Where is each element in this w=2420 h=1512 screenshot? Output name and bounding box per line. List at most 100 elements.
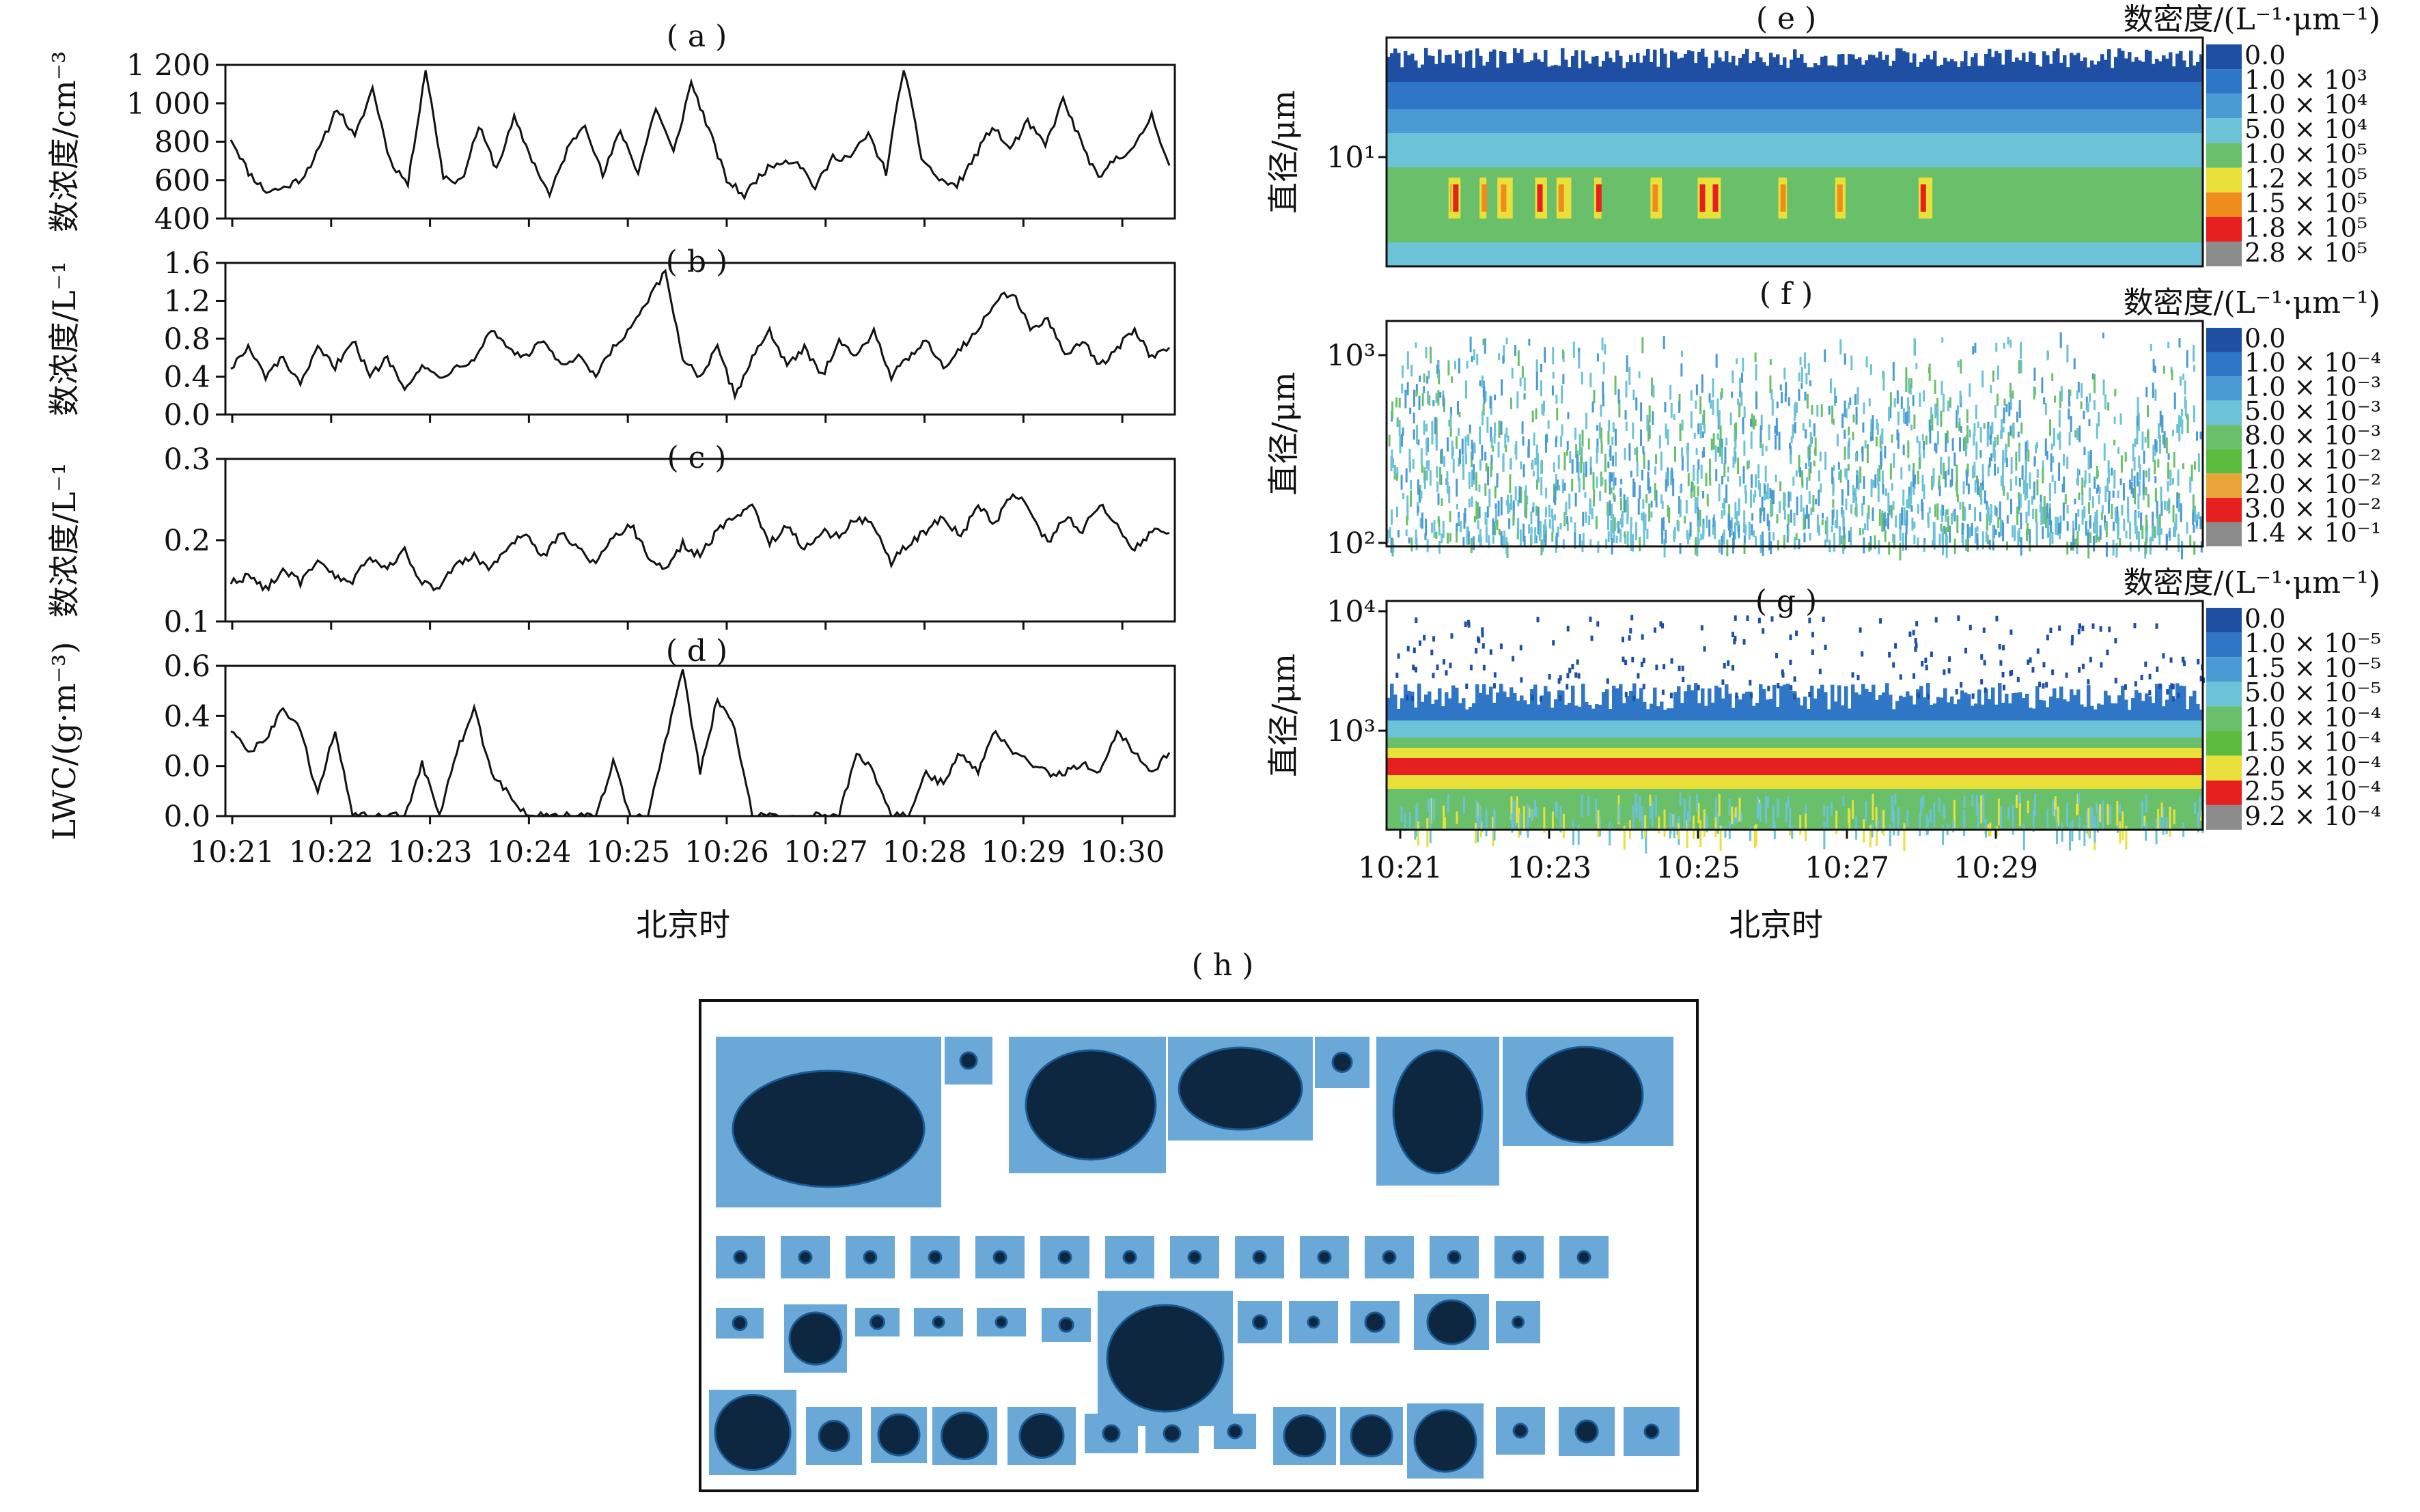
heat-cell (1479, 758, 1483, 775)
heat-cell (1439, 392, 1442, 398)
heat-cell (2116, 506, 2119, 524)
heat-cell (1557, 242, 1561, 266)
heat-cell (1485, 463, 1488, 472)
heat-cell (1578, 109, 1582, 133)
heat-cell (1769, 359, 1772, 365)
heat-cell (1994, 505, 1997, 516)
heat-cell (1820, 133, 1824, 167)
heat-cell (1776, 707, 1780, 720)
heat-cell (2040, 501, 2042, 511)
heat-cell (2129, 521, 2132, 540)
heat-cell (1646, 48, 1650, 82)
heat-cell (1602, 738, 1606, 748)
heat-cell (1523, 242, 1527, 266)
heat-cell (1410, 109, 1415, 133)
heat-cell (1872, 415, 1874, 431)
heat-cell (2049, 167, 2053, 242)
heat-cell (1407, 748, 1411, 758)
heat-cell (1964, 789, 1968, 830)
heat-cell (2097, 61, 2101, 82)
heat-cell (2018, 400, 2021, 419)
heat-cell (1697, 748, 1701, 758)
heat-cell (1496, 738, 1500, 748)
heat-cell (2189, 82, 2193, 109)
heat-cell (1461, 438, 1464, 455)
heat-cell (1933, 758, 1937, 775)
heat-cell (1967, 109, 1971, 133)
heat-cell (2081, 492, 2084, 505)
heat-cell (1854, 692, 1859, 720)
heat-cell (1544, 534, 1547, 546)
heat-cell (1585, 701, 1589, 720)
heat-cell (1834, 758, 1838, 775)
heat-cell (1527, 61, 1531, 82)
heat-cell (1479, 748, 1483, 758)
heat-cell (1611, 520, 1613, 531)
heat-cell (1776, 109, 1780, 133)
heat-cell (1677, 133, 1681, 167)
heat-cell (1844, 748, 1848, 758)
heat-cell (2032, 748, 2036, 758)
heat-cell (1892, 361, 1895, 381)
heat-cell (1793, 242, 1797, 266)
heat-cell (1482, 82, 1486, 109)
heat-cell (1494, 394, 1497, 401)
heat-cell (1793, 758, 1797, 775)
heat-cell (1448, 720, 1452, 738)
heat-cell (2094, 789, 2098, 830)
heat-cell (1643, 55, 1647, 82)
heat-cell (2035, 133, 2040, 167)
heat-cell (1851, 684, 1855, 720)
heat-cell (1967, 66, 1971, 82)
heat-cell (2049, 696, 2053, 720)
heat-cell (1532, 470, 1535, 477)
heat-cell (1796, 697, 1800, 720)
heat-cell (1523, 82, 1527, 109)
heat-cell (1945, 535, 1948, 544)
heat-cell (2186, 350, 2188, 368)
heat-cell (1482, 338, 1485, 345)
heat-cell (1639, 485, 1641, 499)
heat-cell (1974, 738, 1978, 748)
heat-cell (1687, 242, 1691, 266)
heat-cell (1718, 720, 1722, 738)
heat-cell (1615, 109, 1619, 133)
heat-cell (1407, 109, 1411, 133)
heat-cell (1735, 748, 1739, 758)
heat-cell (2005, 693, 2009, 720)
heat-cell (1520, 82, 1524, 109)
heat-cell (1972, 346, 1975, 355)
heat-cell (1684, 720, 1688, 738)
heat-cell (2142, 483, 2145, 495)
heat-cell (1591, 401, 1594, 412)
heat-cell (1766, 133, 1770, 167)
heat-cell (1827, 82, 1831, 109)
heat-cell (1671, 470, 1673, 481)
heat-cell (1841, 789, 1845, 830)
heat-cell (2080, 133, 2084, 167)
heat-cell (2087, 738, 2091, 748)
heat-cell (2039, 66, 2043, 82)
heat-cell (1769, 488, 1772, 499)
heat-cell (1865, 738, 1869, 748)
heat-cell (1397, 82, 1401, 109)
heat-cell (1899, 775, 1903, 789)
heat-cell (2196, 82, 2200, 109)
heat-cell (1673, 720, 1678, 738)
heat-cell (1798, 389, 1800, 401)
heat-cell (1718, 242, 1722, 266)
heat-cell (2141, 789, 2145, 830)
heat-cell (2083, 738, 2087, 748)
heat-cell (1728, 748, 1732, 758)
heat-cell (1714, 82, 1719, 109)
heat-cell (1760, 425, 1762, 443)
heat-cell (1755, 775, 1760, 789)
left-x-axis-title: 北京时 (636, 906, 730, 943)
heat-cell (2145, 486, 2147, 496)
heat-cell (1561, 690, 1565, 720)
heat-cell (2005, 242, 2009, 266)
heat-cell (1673, 692, 1678, 720)
heat-cell (1680, 363, 1683, 377)
heat-cell (1976, 526, 1979, 532)
heat-cell (1803, 738, 1807, 748)
